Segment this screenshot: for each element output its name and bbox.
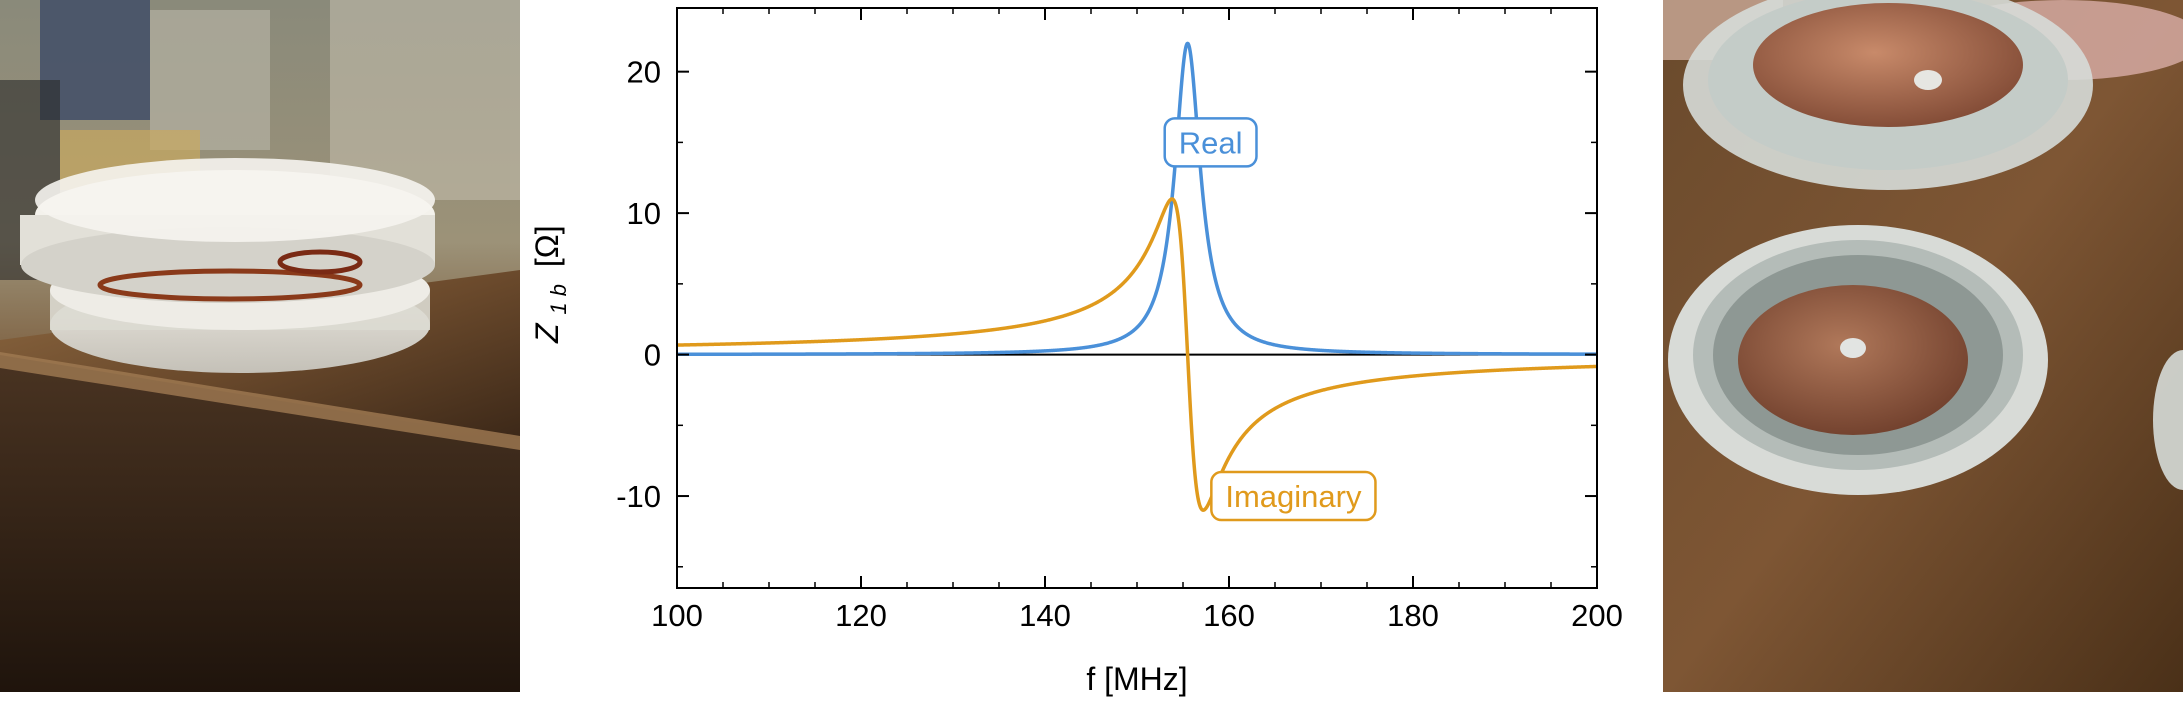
x-tick-label: 180 — [1387, 598, 1439, 633]
y-axis-title: Z 1 b [Ω] — [529, 225, 573, 344]
coil-resonator-open-photo — [1663, 0, 2183, 692]
legend-text-real: Real — [1179, 125, 1243, 160]
y-tick-label: 0 — [644, 338, 661, 373]
legend-box-real — [1163, 117, 1258, 168]
x-tick-label: 200 — [1571, 598, 1623, 633]
coil-resonator-side-view-photo — [0, 0, 520, 692]
x-tick-label: 140 — [1019, 598, 1071, 633]
series-line-imaginary — [675, 197, 1599, 512]
y-tick-label: -10 — [616, 479, 661, 514]
legend-label-imaginary: Imaginary — [1210, 470, 1377, 522]
x-tick-label: 160 — [1203, 598, 1255, 633]
x-tick-label: 120 — [835, 598, 887, 633]
y-axis-unit: [Ω] — [529, 225, 565, 267]
impedance-chart-panel: 100 120 140 160 180 200 -10 0 10 20 f [MHz] Z 1 b… — [520, 0, 1663, 699]
x-axis-title: f [MHz] — [1086, 661, 1187, 697]
y-tick-label: 10 — [627, 196, 661, 231]
legend-label-real: Real — [1163, 117, 1258, 168]
y-tick-label: 20 — [627, 55, 661, 90]
series-line-real — [675, 41, 1599, 357]
y-axis-symbol: Z — [529, 322, 565, 344]
legend-box-imaginary — [1210, 470, 1377, 522]
legend-text-imaginary: Imaginary — [1225, 479, 1362, 514]
x-tick-label: 100 — [651, 598, 703, 633]
impedance-chart: 100 120 140 160 180 200 -10 0 10 20 f [MHz] Z 1 b… — [529, 7, 1623, 697]
y-axis-subscript: 1 b — [546, 284, 571, 315]
plot-frame — [676, 7, 1598, 589]
